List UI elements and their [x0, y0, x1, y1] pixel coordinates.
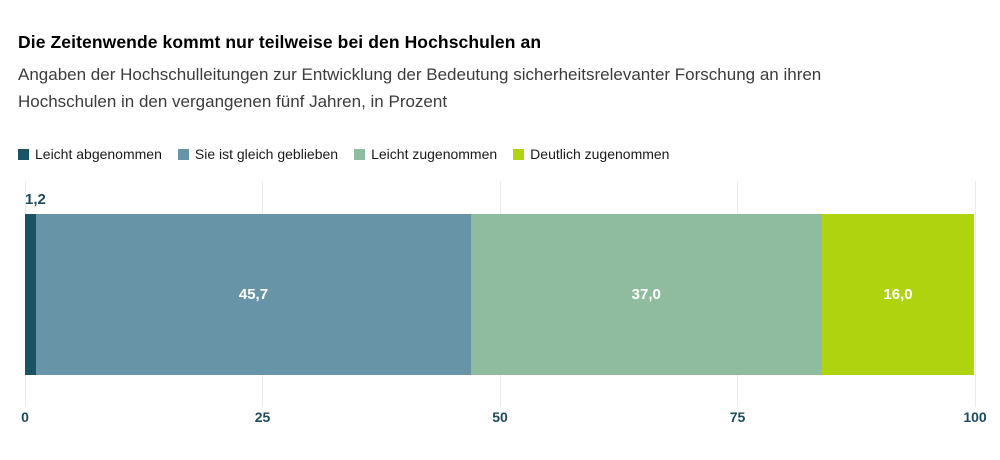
legend-item-label: Leicht abgenommen	[35, 146, 162, 162]
x-axis-tick-label: 75	[729, 409, 746, 425]
gridline-100	[974, 181, 976, 407]
legend-item-0: Leicht abgenommen	[18, 146, 162, 162]
bar-segment-2: 37,0	[470, 214, 823, 375]
legend: Leicht abgenommen Sie ist gleich gebliebe…	[18, 146, 669, 162]
x-axis-tick-label: 100	[963, 409, 987, 425]
stacked-bar: 45,7 37,0 16,0	[25, 214, 975, 375]
segment-value-label-above: 1,2	[25, 191, 46, 208]
segment-value-label: 45,7	[238, 286, 269, 303]
segment-value-label: 37,0	[631, 286, 661, 303]
legend-swatch-icon	[177, 148, 189, 160]
legend-item-2: Leicht zugenommen	[354, 146, 497, 162]
legend-item-1: Sie ist gleich geblieben	[177, 146, 339, 162]
legend-swatch-icon	[354, 148, 366, 160]
chart-subtitle: Angaben der Hochschulleitungen zur Entwi…	[18, 61, 968, 115]
chart-title: Die Zeitenwende kommt nur teilweise bei …	[18, 32, 542, 52]
bar-segment-0	[25, 214, 37, 375]
x-axis-tick-label: 50	[492, 409, 508, 425]
segment-value-label: 16,0	[883, 286, 913, 303]
legend-item-3: Deutlich zugenommen	[513, 146, 669, 162]
x-axis-tick-label: 0	[21, 409, 29, 425]
legend-item-label: Deutlich zugenommen	[530, 146, 670, 162]
chart-subtitle-line-2: Hochschulen in den vergangenen fünf Jahr…	[18, 92, 448, 111]
legend-swatch-icon	[18, 148, 29, 160]
legend-item-label: Leicht zugenommen	[371, 146, 498, 162]
plot-area: 45,7 37,0 16,0 0 25 50 75 100 1,2	[21, 181, 987, 425]
legend-swatch-icon	[513, 148, 525, 160]
bar-segment-3: 16,0	[822, 214, 975, 375]
bar-segment-1: 45,7	[36, 214, 471, 375]
chart-subtitle-line-1: Angaben der Hochschulleitungen zur Entwi…	[18, 65, 822, 84]
x-axis-tick-label: 25	[254, 409, 271, 425]
legend-item-label: Sie ist gleich geblieben	[194, 146, 339, 162]
